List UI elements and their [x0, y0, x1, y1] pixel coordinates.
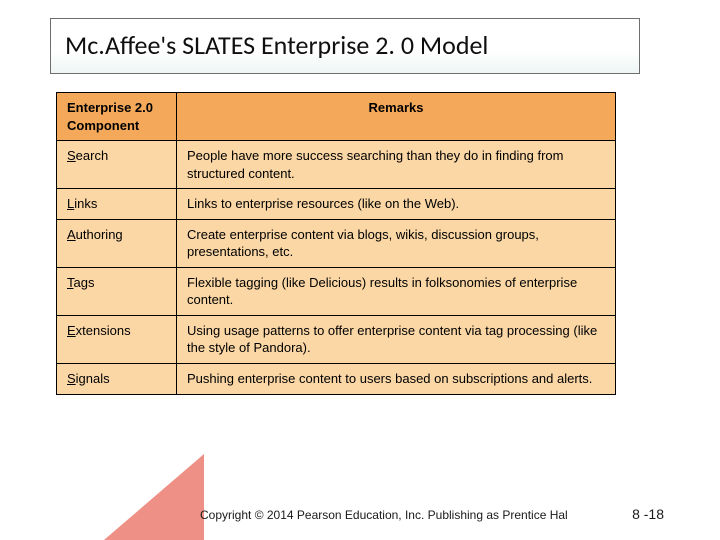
cell-component: Signals [57, 364, 177, 395]
slide: Mc.Affee's SLATES Enterprise 2. 0 Model … [0, 0, 720, 540]
table-row: Extensions Using usage patterns to offer… [57, 315, 616, 363]
cell-component: Links [57, 189, 177, 220]
cell-remark: Flexible tagging (like Delicious) result… [177, 267, 616, 315]
cell-remark: People have more success searching than … [177, 141, 616, 189]
cell-remark: Pushing enterprise content to users base… [177, 364, 616, 395]
table-row: Search People have more success searchin… [57, 141, 616, 189]
table-row: Signals Pushing enterprise content to us… [57, 364, 616, 395]
table-row: Links Links to enterprise resources (lik… [57, 189, 616, 220]
header-component: Enterprise 2.0 Component [57, 93, 177, 141]
page-number: 8 -18 [632, 506, 664, 522]
cell-component: Tags [57, 267, 177, 315]
cell-remark: Using usage patterns to offer enterprise… [177, 315, 616, 363]
accent-triangle [104, 454, 204, 540]
table-row: Authoring Create enterprise content via … [57, 219, 616, 267]
table-row: Tags Flexible tagging (like Delicious) r… [57, 267, 616, 315]
header-remarks: Remarks [177, 93, 616, 141]
page-title: Mc.Affee's SLATES Enterprise 2. 0 Model [65, 29, 625, 61]
copyright-text: Copyright © 2014 Pearson Education, Inc.… [200, 508, 568, 522]
cell-component: Search [57, 141, 177, 189]
slates-table: Enterprise 2.0 Component Remarks Search … [56, 92, 616, 395]
table-header-row: Enterprise 2.0 Component Remarks [57, 93, 616, 141]
title-box: Mc.Affee's SLATES Enterprise 2. 0 Model [50, 18, 640, 74]
cell-remark: Links to enterprise resources (like on t… [177, 189, 616, 220]
cell-remark: Create enterprise content via blogs, wik… [177, 219, 616, 267]
cell-component: Authoring [57, 219, 177, 267]
cell-component: Extensions [57, 315, 177, 363]
